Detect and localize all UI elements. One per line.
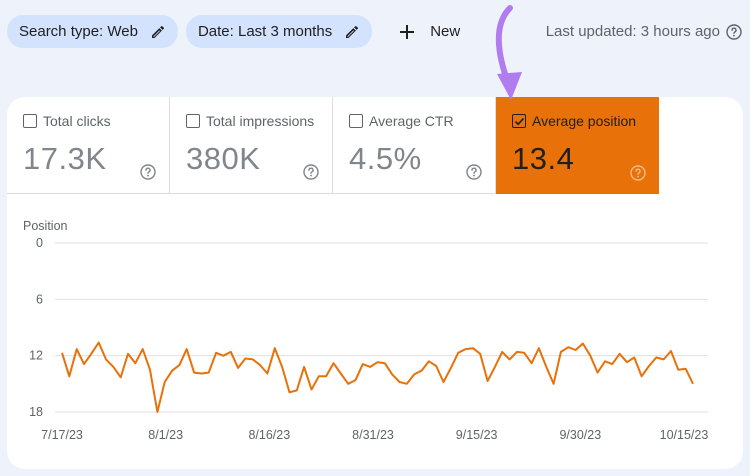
x-tick-label: 8/31/23: [352, 428, 394, 442]
pencil-icon: [344, 24, 360, 40]
last-updated-text: Last updated: 3 hours ago: [545, 23, 720, 40]
help-icon[interactable]: [140, 164, 156, 180]
metric-total-clicks[interactable]: Total clicks 17.3K: [7, 97, 170, 194]
arrow-annotation-icon: [495, 5, 522, 100]
x-tick-label: 8/1/23: [148, 428, 183, 442]
metric-value: 4.5%: [349, 141, 422, 176]
date-chip[interactable]: Date: Last 3 months: [185, 15, 373, 48]
metric-label: Total clicks: [43, 113, 111, 129]
checkbox-icon[interactable]: [512, 114, 526, 128]
checkbox-icon[interactable]: [23, 114, 37, 128]
help-icon[interactable]: [726, 23, 742, 40]
metric-value: 17.3K: [23, 141, 107, 176]
help-icon[interactable]: [303, 164, 319, 180]
plus-icon: [398, 23, 416, 41]
position-chart: Position 0 6 12 18 7/17/23 8/1/23 8/16/23 8/31…: [23, 219, 708, 442]
metric-average-position[interactable]: Average position 13.4: [496, 97, 659, 194]
new-filter-label: New: [430, 23, 461, 40]
search-type-label: Search type: Web: [19, 23, 138, 40]
y-tick-label: 18: [29, 405, 43, 419]
x-tick-label: 8/16/23: [248, 428, 290, 442]
y-axis-ticks: 0 6 12 18: [29, 236, 43, 419]
performance-card: Position 0 6 12 18 7/17/23 8/1/23 8/16/23 8/31…: [7, 97, 743, 469]
metric-value: 13.4: [512, 141, 575, 176]
metric-label: Average CTR: [369, 113, 454, 129]
metric-value: 380K: [186, 141, 261, 176]
help-icon[interactable]: [466, 164, 482, 180]
metric-tabs: Total clicks 17.3K Total impressions 380…: [7, 97, 659, 194]
last-updated: Last updated: 3 hours ago: [546, 23, 742, 40]
pencil-icon: [150, 24, 166, 40]
x-tick-label: 7/17/23: [41, 428, 83, 442]
y-axis-title: Position: [23, 219, 68, 233]
metric-label: Average position: [532, 113, 637, 129]
new-filter-button[interactable]: New: [392, 15, 466, 48]
x-tick-label: 10/15/23: [660, 428, 709, 442]
x-tick-label: 9/30/23: [559, 428, 601, 442]
x-axis-ticks: 7/17/23 8/1/23 8/16/23 8/31/23 9/15/23 9/30/2…: [41, 428, 708, 442]
metric-total-impressions[interactable]: Total impressions 380K: [170, 97, 333, 194]
x-tick-label: 9/15/23: [456, 428, 498, 442]
date-label: Date: Last 3 months: [197, 23, 333, 40]
checkbox-icon[interactable]: [186, 114, 200, 128]
y-tick-label: 12: [29, 349, 43, 363]
metric-label: Total impressions: [206, 113, 315, 129]
filter-toolbar: Search type: Web Date: Last 3 months New…: [7, 15, 742, 48]
y-tick-label: 0: [36, 236, 43, 250]
search-type-chip[interactable]: Search type: Web: [7, 15, 178, 48]
help-icon[interactable]: [630, 165, 646, 181]
checkbox-icon[interactable]: [349, 114, 363, 128]
series-line: [61, 341, 694, 413]
metric-average-ctr[interactable]: Average CTR 4.5%: [333, 97, 496, 194]
chart-grid: [55, 242, 708, 413]
y-tick-label: 6: [36, 292, 43, 306]
